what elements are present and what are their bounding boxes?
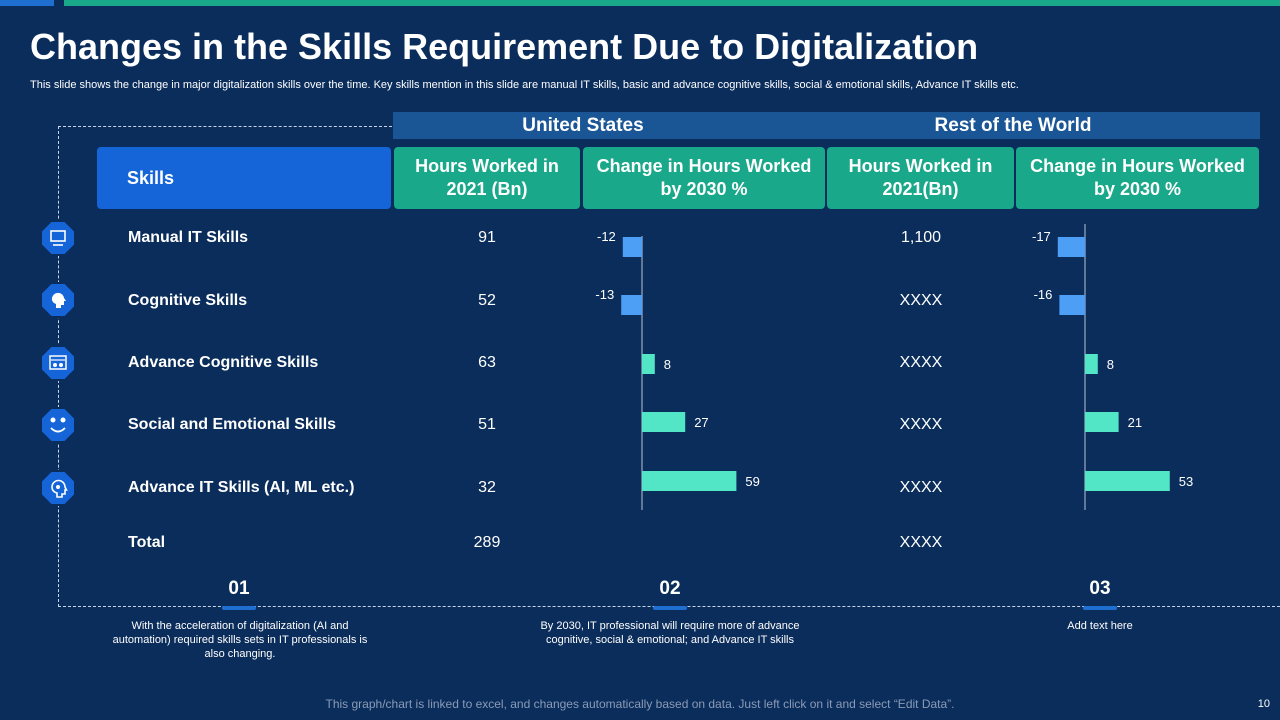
header-skills: Skills bbox=[97, 147, 391, 209]
us-change-bar bbox=[622, 237, 642, 257]
page-number: 10 bbox=[1257, 698, 1270, 710]
step-number-01: 01 bbox=[228, 578, 250, 599]
us-change-label: 8 bbox=[664, 357, 671, 372]
row-hours-total: XXXX bbox=[899, 534, 943, 551]
us-hours-value: 51 bbox=[478, 416, 496, 433]
step-marker-03 bbox=[1083, 606, 1117, 610]
top-accent-bar-right bbox=[64, 0, 1280, 6]
page-title: Changes in the Skills Requirement Due to… bbox=[30, 26, 979, 67]
us-change-label: -12 bbox=[597, 229, 616, 244]
row-hours-value: 1,100 bbox=[900, 229, 942, 246]
region-label-us: United States bbox=[522, 115, 644, 136]
us-change-label: -13 bbox=[595, 287, 614, 302]
top-accent-bar-left bbox=[0, 0, 54, 6]
us-hours-value: 63 bbox=[478, 354, 496, 371]
row-hours-value: XXXX bbox=[899, 416, 943, 433]
us-change-bar bbox=[642, 354, 655, 374]
row-change-label: 8 bbox=[1107, 357, 1114, 372]
us-change-label: 59 bbox=[745, 474, 759, 489]
brain-icon bbox=[40, 282, 76, 318]
header-us-change: Change in Hours Worked by 2030 % bbox=[583, 147, 825, 209]
row-label-manual-it: Manual IT Skills bbox=[128, 229, 249, 246]
row-label-advance-it: Advance IT Skills (AI, ML etc.) bbox=[128, 479, 355, 496]
us-change-bar bbox=[642, 471, 737, 491]
row-change-label: 53 bbox=[1179, 474, 1193, 489]
step-number-03: 03 bbox=[1089, 578, 1111, 599]
row-change-bar bbox=[1057, 237, 1085, 257]
row-label-cognitive: Cognitive Skills bbox=[128, 292, 248, 309]
row-hours-value: XXXX bbox=[899, 479, 943, 496]
manual-it-icon bbox=[40, 220, 76, 256]
step-text-01: With the acceleration of digitalization … bbox=[112, 620, 368, 660]
row-change-bar bbox=[1085, 471, 1170, 491]
us-hours-value: 91 bbox=[478, 229, 496, 246]
us-hours-value: 32 bbox=[478, 479, 496, 496]
dashed-frame-top bbox=[58, 126, 392, 127]
step-marker-02 bbox=[653, 606, 687, 610]
row-change-bar bbox=[1085, 412, 1119, 432]
row-change-label: -17 bbox=[1032, 229, 1051, 244]
header-row-hours: Hours Worked in 2021(Bn) bbox=[827, 147, 1014, 209]
us-hours-value: 52 bbox=[478, 292, 496, 309]
row-hours-value: XXXX bbox=[899, 292, 943, 309]
row-hours-value: XXXX bbox=[899, 354, 943, 371]
footer-note: This graph/chart is linked to excel, and… bbox=[325, 697, 955, 711]
us-change-label: 27 bbox=[694, 415, 708, 430]
row-change-label: 21 bbox=[1128, 415, 1142, 430]
row-label-advance-cognitive: Advance Cognitive Skills bbox=[128, 354, 319, 371]
social-icon bbox=[40, 407, 76, 443]
step-text-02: By 2030, IT professional will require mo… bbox=[540, 620, 800, 646]
row-change-bar bbox=[1085, 354, 1098, 374]
region-header-band bbox=[393, 112, 1260, 139]
dashboard-icon bbox=[40, 345, 76, 381]
us-hours-total: 289 bbox=[473, 534, 501, 551]
row-change-bar bbox=[1059, 295, 1085, 315]
us-change-bar bbox=[621, 295, 642, 315]
step-text-03: Add text here bbox=[1067, 620, 1133, 632]
ai-head-icon bbox=[40, 470, 76, 506]
step-marker-01 bbox=[222, 606, 256, 610]
row-label-total: Total bbox=[128, 534, 166, 551]
page-subtitle: This slide shows the change in major dig… bbox=[30, 79, 1019, 91]
us-change-bar bbox=[642, 412, 686, 432]
region-label-row: Rest of the World bbox=[934, 115, 1092, 136]
row-change-label: -16 bbox=[1034, 287, 1053, 302]
row-label-social-emotional: Social and Emotional Skills bbox=[128, 416, 337, 433]
step-number-02: 02 bbox=[659, 578, 681, 599]
header-row-change: Change in Hours Worked by 2030 % bbox=[1016, 147, 1259, 209]
header-us-hours: Hours Worked in 2021 (Bn) bbox=[394, 147, 580, 209]
